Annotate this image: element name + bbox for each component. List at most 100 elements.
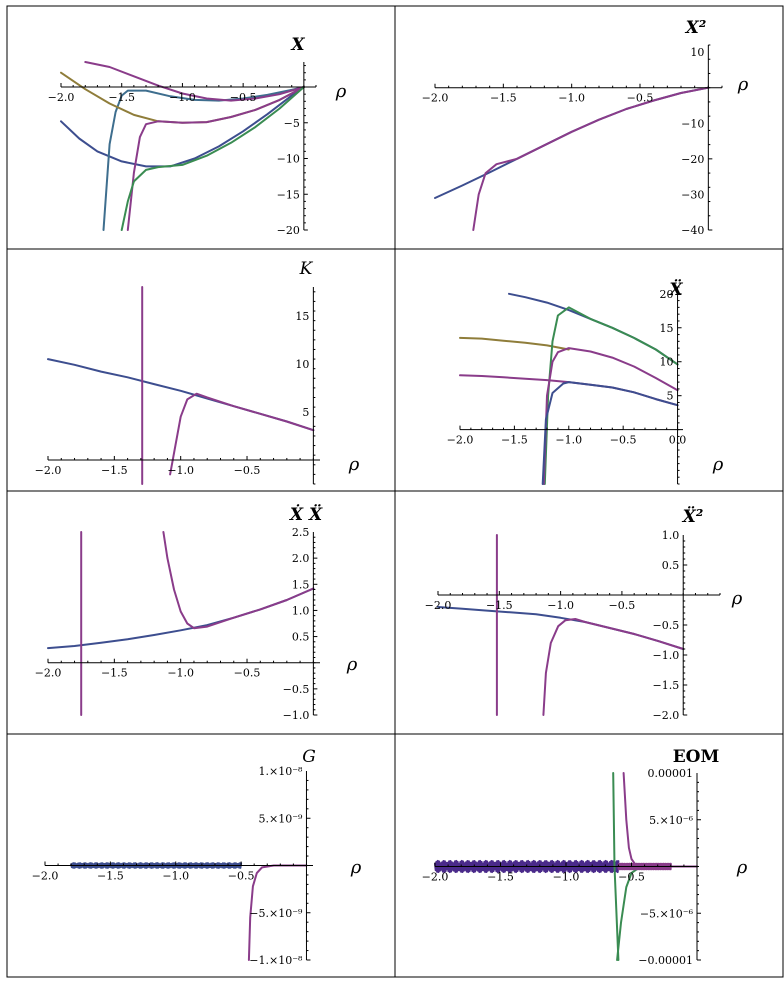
panels: −2.0 −1.5 −1.0 −0.5 −5 −10 −15 −20 ρ X −2.0 −1.5 −1.… (32, 18, 749, 967)
series-B (102, 86, 305, 231)
panel-cell-border (6, 5, 396, 250)
x-tick-label: −1.5 (97, 870, 124, 883)
x-tick-label: −1.0 (169, 91, 196, 104)
series-A (508, 292, 679, 366)
panel-title: Ẍ (668, 279, 683, 300)
y-tick-label: 1.×10⁻⁸ (259, 765, 304, 778)
y-tick-label: 10 (660, 356, 674, 369)
x-tick-label: −2.0 (35, 667, 62, 680)
x-tick-label: −0.5 (234, 667, 261, 680)
x-tick-label: −1.5 (101, 667, 128, 680)
x-axis-label: ρ (737, 74, 749, 95)
x-tick-label: −1.5 (490, 92, 517, 105)
x-axis-label: ρ (335, 81, 347, 102)
series-group (60, 61, 305, 231)
x-tick-label: −2.0 (48, 91, 75, 104)
series-C (459, 374, 679, 407)
x-tick-label: −0.5 (609, 599, 636, 612)
x-tick-label: −1.5 (486, 599, 513, 612)
series-E (126, 86, 305, 231)
panel-cell-border (6, 248, 396, 492)
x-tick-label: −1.0 (547, 599, 574, 612)
series-D (543, 306, 679, 485)
panel-cell-border (6, 490, 396, 735)
y-tick-label: −0.5 (652, 619, 679, 632)
series-C (169, 392, 315, 476)
series-A (60, 86, 305, 168)
y-tick-label: 0.5 (292, 631, 310, 644)
panel-title: G (302, 747, 316, 767)
x-axis-label: ρ (350, 857, 362, 878)
x-tick-label: −2.0 (422, 871, 449, 884)
panel-cell-border (394, 490, 784, 735)
panel-cell-border (394, 248, 784, 492)
x-axis-label: ρ (712, 454, 724, 475)
y-tick-label: 10 (690, 46, 704, 59)
y-tick-label: −0.5 (283, 683, 310, 696)
y-tick-label: 0.5 (662, 559, 680, 572)
series-A (437, 606, 685, 650)
x-axis-label: ρ (736, 857, 748, 878)
y-tick-label: −10 (277, 153, 300, 166)
x-tick-label: −1.0 (162, 870, 189, 883)
x-tick-label: −1.5 (101, 464, 128, 477)
x-tick-label: −0.5 (627, 92, 654, 105)
x-tick-label: −2.0 (32, 870, 59, 883)
x-tick-label: −1.0 (553, 871, 580, 884)
panel-title: K (299, 259, 314, 279)
y-tick-label: −30 (681, 188, 704, 201)
panel-EOM: −2.0 −1.5 −1.0 −0.5 0.00001 5.×10⁻⁶ −5.×10⁻⁶ −0… (422, 747, 748, 967)
y-tick-label: 5.×10⁻⁶ (649, 814, 694, 827)
y-tick-label: 15 (295, 310, 309, 323)
x-tick-label: −1.0 (555, 434, 582, 447)
x-tick-label: −2.0 (35, 464, 62, 477)
series-D (84, 61, 305, 102)
y-tick-label: −1.5 (652, 679, 679, 692)
y-tick-label: −10 (681, 117, 704, 130)
x-tick-label: −1.5 (487, 871, 514, 884)
x-tick-label: −2.0 (425, 599, 452, 612)
panel-cell-border (6, 733, 396, 978)
x-tick-label: −2.0 (422, 92, 449, 105)
series-B (472, 86, 710, 231)
x-tick-label: −0.5 (228, 870, 255, 883)
panel-title: X² (685, 18, 707, 38)
x-tick-label: −1.0 (167, 464, 194, 477)
panel-X2: −2.0 −1.5 −1.0 −0.5 10 −10 −20 −30 −40 ρ X² (422, 18, 749, 237)
series-group (434, 86, 710, 231)
y-tick-label: −5 (284, 117, 300, 130)
y-tick-label: 15 (660, 322, 674, 335)
y-tick-label: 5.×10⁻⁹ (259, 812, 304, 825)
series-B (459, 336, 570, 351)
x-tick-label: −2.0 (447, 434, 474, 447)
y-tick-label: 1.0 (662, 529, 680, 542)
y-tick-label: 1.5 (292, 578, 310, 591)
x-tick-label: −1.5 (108, 91, 135, 104)
panel-Xdd: −2.0 −1.5 −1.0 −0.5 0.0 5 10 15 20 ρ Ẍ (447, 279, 724, 485)
x-tick-label: −0.5 (618, 871, 645, 884)
x-axis-label: ρ (346, 654, 358, 675)
y-tick-label: 2.5 (292, 526, 310, 539)
y-tick-label: 0.00001 (648, 767, 694, 780)
series-E (542, 347, 679, 485)
y-tick-label: 2.0 (292, 552, 310, 565)
x-tick-label: −1.0 (167, 667, 194, 680)
y-tick-label: −1.0 (283, 709, 310, 722)
panel-title: X (290, 35, 305, 55)
series-F (541, 381, 679, 485)
y-tick-label: 10 (295, 358, 309, 371)
y-tick-label: 5 (302, 406, 309, 419)
x-axis-label: ρ (731, 588, 743, 609)
panel-XdXdd: −2.0 −1.5 −1.0 −0.5 2.5 2.0 1.5 1.0 0.5 −0.5 −1.0 ρ… (35, 504, 358, 722)
y-tick-label: −0.00001 (638, 954, 693, 967)
x-tick-label: −0.5 (230, 91, 257, 104)
y-tick-label: −5.×10⁻⁶ (640, 907, 694, 920)
y-tick-label: −1.×10⁻⁸ (249, 954, 303, 967)
y-tick-label: −1.0 (652, 649, 679, 662)
series-group (437, 534, 685, 716)
y-tick-label: −40 (681, 224, 704, 237)
panel-cell-border (394, 5, 784, 250)
y-tick-label: 20 (660, 288, 674, 301)
panel-cell-border (394, 733, 784, 978)
